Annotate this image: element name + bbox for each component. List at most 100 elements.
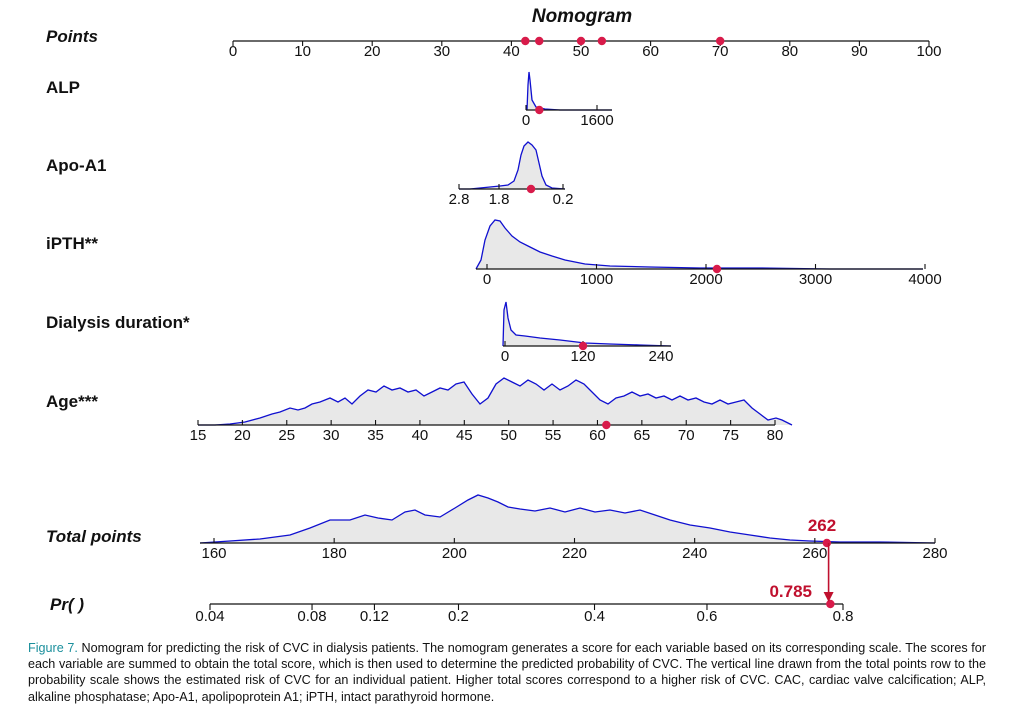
marker-points: [716, 36, 725, 46]
row-label-pr: Pr( ): [50, 595, 84, 614]
tick-label-age: 50: [500, 427, 517, 444]
tick-label-points: 100: [916, 43, 941, 60]
density-curve-alp: [526, 71, 612, 111]
tick-label-pr: 0.8: [833, 608, 854, 625]
row-ipth: iPTH** 0 1000 2000 3000 4000: [46, 219, 942, 288]
row-label-alp: ALP: [46, 78, 80, 97]
marker-points: [521, 36, 530, 46]
density-curve-total-points: [199, 494, 936, 544]
tick-label-total-points: 280: [922, 545, 947, 562]
row-label-total-points: Total points: [46, 527, 142, 546]
density-fill-age: [198, 378, 792, 425]
tick-label-points: 90: [851, 43, 868, 60]
tick-label-points: 50: [573, 43, 590, 60]
row-dialysis-duration: Dialysis duration* 0 120 240: [46, 301, 674, 365]
tick-label-pr: 0.04: [195, 608, 224, 625]
tick-label-total-points: 160: [201, 545, 226, 562]
tick-label-age: 80: [767, 427, 784, 444]
tick-label-total-points: 220: [562, 545, 587, 562]
row-alp: ALP 0 1600: [46, 71, 614, 129]
figure-label: Figure 7.: [28, 641, 78, 655]
tick-label-total-points: 180: [322, 545, 347, 562]
marker-dialysis-duration: [578, 341, 588, 351]
marker-points: [597, 36, 607, 46]
tick-label-total-points: 200: [442, 545, 467, 562]
tick-label-points: 40: [503, 43, 520, 60]
density-fill-total-points: [200, 495, 935, 543]
tick-label-points: 30: [433, 43, 450, 60]
tick-label-age: 55: [545, 427, 562, 444]
tick-label-pr: 0.08: [297, 608, 326, 625]
density-curve-dialysis-duration: [502, 301, 672, 347]
row-age: Age*** 15 20 25 30 35 40 45 50 55 60 65 70 75 80: [46, 377, 793, 444]
tick-label-age: 35: [367, 427, 384, 444]
tick-label-age: 30: [323, 427, 340, 444]
tick-label-dialysis-duration: 120: [570, 348, 595, 365]
tick-label-ipth: 1000: [580, 271, 613, 288]
marker-apo-a1: [526, 184, 536, 194]
tick-label-points: 20: [364, 43, 381, 60]
density-curve-ipth: [475, 219, 923, 270]
density-fill-apo-a1: [459, 142, 565, 189]
projection-arrowhead: [823, 592, 834, 602]
tick-label-age: 45: [456, 427, 473, 444]
figure-caption: Figure 7. Nomogram for predicting the ri…: [28, 640, 986, 705]
density-fill-alp: [527, 72, 612, 110]
tick-label-total-points: 240: [682, 545, 707, 562]
nomogram-overlay: 262 0.785: [769, 516, 836, 602]
marker-points: [576, 36, 586, 46]
tick-label-points: 80: [781, 43, 798, 60]
marker-age: [602, 420, 611, 430]
tick-label-points: 0: [229, 43, 237, 60]
tick-label-age: 75: [722, 427, 739, 444]
tick-label-pr: 0.12: [360, 608, 389, 625]
tick-label-dialysis-duration: 0: [501, 348, 509, 365]
probability-value-label: 0.785: [769, 582, 812, 601]
tick-label-pr: 0.6: [697, 608, 718, 625]
row-label-age: Age***: [46, 392, 98, 411]
row-pr: Pr( ) 0.04 0.08 0.12 0.2 0.4 0.6 0.8: [50, 595, 853, 625]
tick-label-ipth: 4000: [908, 271, 941, 288]
tick-label-points: 60: [642, 43, 659, 60]
density-fill-dialysis-duration: [503, 302, 671, 346]
tick-label-age: 60: [589, 427, 606, 444]
tick-label-age: 25: [278, 427, 295, 444]
tick-label-points: 10: [294, 43, 311, 60]
caption-text: Nomogram for predicting the risk of CVC …: [28, 641, 987, 704]
tick-label-points: 70: [712, 43, 729, 60]
tick-label-age: 15: [190, 427, 207, 444]
row-label-ipth: iPTH**: [46, 234, 98, 253]
nomogram-chart: Nomogram Points 0 10 20 30 40 50 60 70 80 90 100 ALP…: [46, 6, 948, 625]
tick-label-pr: 0.4: [584, 608, 605, 625]
marker-ipth: [712, 264, 722, 274]
row-label-points: Points: [46, 27, 98, 46]
marker-pr: [826, 599, 835, 609]
marker-alp: [535, 105, 544, 115]
tick-label-ipth: 3000: [799, 271, 832, 288]
tick-label-alp: 1600: [580, 112, 613, 129]
tick-label-apo-a1: 0.2: [553, 191, 574, 208]
tick-label-ipth: 0: [483, 271, 491, 288]
marker-total-points: [822, 538, 832, 548]
tick-label-age: 20: [234, 427, 251, 444]
tick-label-age: 70: [678, 427, 695, 444]
density-fill-ipth: [476, 220, 923, 269]
tick-label-apo-a1: 1.8: [489, 191, 510, 208]
row-label-dialysis-duration: Dialysis duration*: [46, 313, 190, 332]
tick-label-pr: 0.2: [448, 608, 469, 625]
tick-label-total-points: 260: [802, 545, 827, 562]
marker-points: [535, 36, 544, 46]
density-curve-age: [198, 377, 793, 426]
tick-label-dialysis-duration: 240: [648, 348, 673, 365]
tick-label-age: 40: [412, 427, 429, 444]
tick-label-apo-a1: 2.8: [449, 191, 470, 208]
row-total-points: Total points 160 180 200 220 240 260 280: [46, 494, 948, 562]
row-apo-a1: Apo-A1 2.8 1.8 0.2: [46, 141, 574, 208]
chart-title: Nomogram: [532, 6, 632, 27]
tick-label-ipth: 2000: [689, 271, 722, 288]
total-points-value-label: 262: [808, 516, 836, 535]
tick-label-age: 65: [634, 427, 651, 444]
row-points: Points 0 10 20 30 40 50 60 70 80 90 100: [46, 27, 942, 60]
row-label-apo-a1: Apo-A1: [46, 156, 106, 175]
